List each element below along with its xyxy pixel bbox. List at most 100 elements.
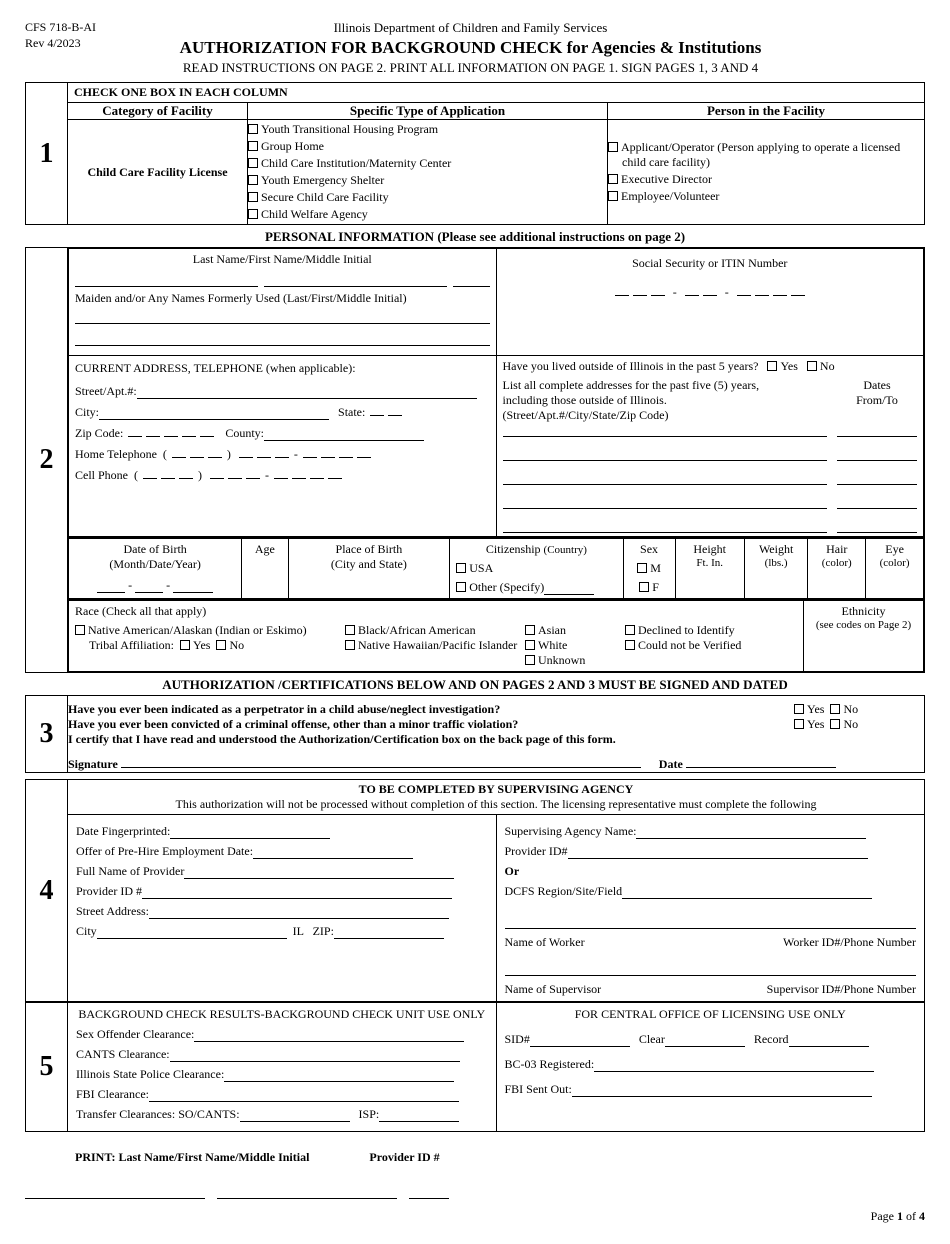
date-fp-field[interactable] [170, 825, 330, 839]
cb-youth-transitional[interactable]: Youth Transitional Housing Program [248, 122, 607, 137]
cb-child-welfare-agency[interactable]: Child Welfare Agency [248, 207, 607, 222]
cb-race-black[interactable]: Black/African American [345, 623, 476, 637]
section2-header: PERSONAL INFORMATION (Please see additio… [25, 227, 925, 247]
race-cell: Race (Check all that apply) Native Ameri… [69, 601, 804, 672]
fbi-field[interactable] [149, 1088, 459, 1102]
age-cell[interactable]: Age [242, 539, 288, 599]
ssn-field[interactable]: - - [503, 285, 918, 300]
dob-field[interactable]: - - [75, 578, 235, 593]
cb-child-care-institution[interactable]: Child Care Institution/Maternity Center [248, 156, 607, 171]
cb-tribal-yes[interactable]: Yes [180, 638, 210, 652]
cb-youth-emergency[interactable]: Youth Emergency Shelter [248, 173, 607, 188]
sup-pid-field[interactable] [568, 845, 868, 859]
footer-first-name[interactable] [217, 1185, 397, 1199]
past-date-3[interactable] [837, 471, 917, 485]
fbi-sent-field[interactable] [572, 1083, 872, 1097]
so-clear-field[interactable] [194, 1028, 464, 1042]
past-date-1[interactable] [837, 423, 917, 437]
cb-outside-no[interactable]: No [807, 359, 835, 373]
past-addr-5[interactable] [503, 519, 828, 533]
maiden-field-2[interactable] [75, 330, 490, 346]
home-phone-label: Home Telephone [75, 447, 157, 461]
cb-sex-m[interactable]: M [637, 561, 661, 575]
past-date-2[interactable] [837, 447, 917, 461]
form-instructions: READ INSTRUCTIONS ON PAGE 2. PRINT ALL I… [96, 60, 845, 76]
cb-race-asian[interactable]: Asian [525, 623, 566, 637]
past-date-4[interactable] [837, 495, 917, 509]
cb-race-pacific[interactable]: Native Hawaiian/Pacific Islander [345, 638, 517, 652]
cb-outside-yes[interactable]: Yes [767, 359, 797, 373]
pob-cell[interactable]: Place of Birth (City and State) [288, 539, 450, 599]
cb-executive-director[interactable]: Executive Director [608, 172, 924, 187]
cants-field[interactable] [170, 1048, 460, 1062]
cb-race-declined[interactable]: Declined to Identify [625, 623, 735, 637]
cb-employee-volunteer[interactable]: Employee/Volunteer [608, 189, 924, 204]
cb-applicant-operator[interactable]: Applicant/Operator (Person applying to o… [608, 140, 924, 170]
cb-other-country[interactable]: Other (Specify) [456, 580, 544, 594]
cb-sex-f[interactable]: F [639, 580, 659, 594]
state-field-2[interactable] [388, 415, 402, 416]
cb-q1-yes[interactable]: Yes [794, 702, 824, 716]
section5-right-header: FOR CENTRAL OFFICE OF LICENSING USE ONLY [505, 1007, 917, 1022]
provider-zip-field[interactable] [334, 925, 444, 939]
eye-cell[interactable]: Eye (color) [866, 539, 924, 599]
cb-q2-no[interactable]: No [830, 717, 858, 731]
county-field[interactable] [264, 427, 424, 441]
footer-last-name[interactable] [25, 1185, 205, 1199]
provider-street-field[interactable] [149, 905, 449, 919]
past-addr-4[interactable] [503, 495, 828, 509]
cb-secure-child-care[interactable]: Secure Child Care Facility [248, 190, 607, 205]
citizenship-cell: Citizenship (Country) USA Other (Specify… [450, 539, 623, 599]
provider-name-field[interactable] [184, 865, 454, 879]
footer-mi[interactable] [409, 1185, 449, 1199]
cb-q1-no[interactable]: No [830, 702, 858, 716]
offer-date-field[interactable] [253, 845, 413, 859]
hair-cell[interactable]: Hair (color) [808, 539, 866, 599]
weight-cell[interactable]: Weight (lbs.) [744, 539, 808, 599]
cb-race-unknown[interactable]: Unknown [525, 653, 585, 667]
past-addr-1[interactable] [503, 423, 828, 437]
isp-field[interactable] [224, 1068, 454, 1082]
person-cell: Applicant/Operator (Person applying to o… [608, 120, 925, 225]
transfer-field[interactable] [240, 1108, 350, 1122]
provider-city-field[interactable] [97, 925, 287, 939]
maiden-field-1[interactable] [75, 308, 490, 324]
current-address-cell: CURRENT ADDRESS, TELEPHONE (when applica… [69, 356, 497, 537]
cb-usa[interactable]: USA [456, 561, 493, 575]
dcfs-field[interactable] [622, 885, 872, 899]
mi-field[interactable] [453, 273, 490, 287]
date-field[interactable] [686, 767, 836, 768]
bc03-field[interactable] [594, 1058, 874, 1072]
sid-field[interactable] [530, 1033, 630, 1047]
section5-left: BACKGROUND CHECK RESULTS-BACKGROUND CHEC… [68, 1003, 497, 1131]
city-label: City: [75, 405, 99, 419]
supervisor-line[interactable] [505, 960, 917, 976]
provider-id-field[interactable] [142, 885, 452, 899]
state-field-1[interactable] [370, 415, 384, 416]
cb-race-native[interactable]: Native American/Alaskan (Indian or Eskim… [75, 623, 307, 637]
q-perpetrator: Have you ever been indicated as a perpet… [68, 702, 794, 717]
ethnicity-cell[interactable]: Ethnicity (see codes on Page 2) [804, 601, 924, 672]
cb-tribal-no[interactable]: No [216, 638, 244, 652]
past-date-5[interactable] [837, 519, 917, 533]
last-name-field[interactable] [75, 273, 258, 287]
past-addr-3[interactable] [503, 471, 828, 485]
cb-group-home[interactable]: Group Home [248, 139, 607, 154]
clear-field[interactable] [665, 1033, 745, 1047]
past-addr-2[interactable] [503, 447, 828, 461]
first-name-field[interactable] [264, 273, 447, 287]
cb-race-white[interactable]: White [525, 638, 567, 652]
height-cell[interactable]: Height Ft. In. [675, 539, 744, 599]
cb-q2-yes[interactable]: Yes [794, 717, 824, 731]
address-header: CURRENT ADDRESS, TELEPHONE (when applica… [75, 361, 490, 376]
signature-field[interactable] [121, 767, 641, 768]
sup-agency-field[interactable] [636, 825, 866, 839]
section-2-table: 2 Last Name/First Name/Middle Initial Ma [25, 247, 925, 673]
q-convicted: Have you ever been convicted of a crimin… [68, 717, 794, 732]
city-field[interactable] [99, 406, 329, 420]
transfer-isp-field[interactable] [379, 1108, 459, 1122]
street-field[interactable] [137, 385, 477, 399]
worker-line[interactable] [505, 913, 917, 929]
cb-race-notverified[interactable]: Could not be Verified [625, 638, 741, 652]
record-field[interactable] [789, 1033, 869, 1047]
